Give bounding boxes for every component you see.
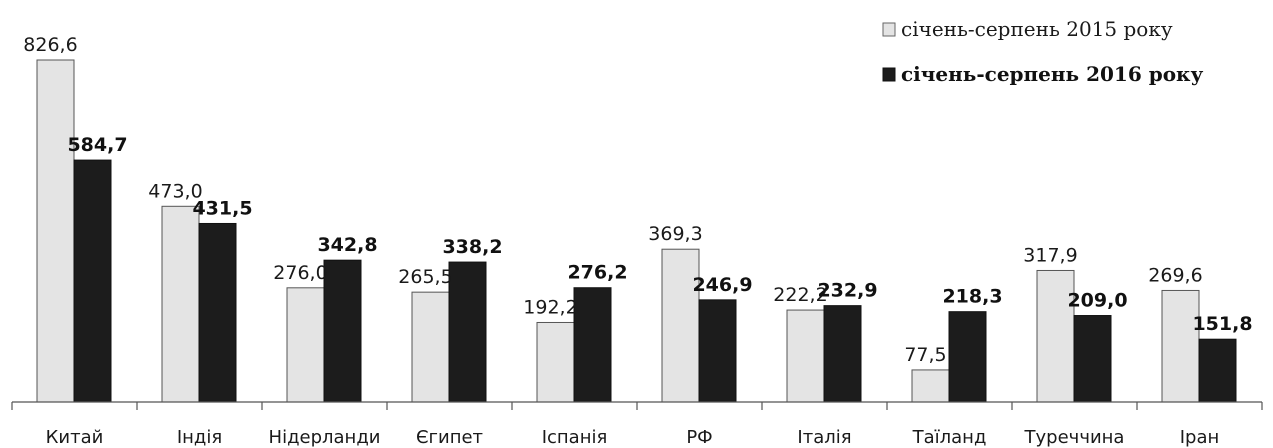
value-label-2016: 232,9 [817, 280, 877, 302]
value-label-2015: 317,9 [1023, 244, 1077, 266]
value-label-2015: 826,6 [23, 34, 77, 56]
value-label-2015: 276,0 [273, 262, 327, 284]
category-label: Індія [177, 427, 222, 448]
value-label-2016: 209,0 [1067, 290, 1127, 312]
value-label-2015: 77,5 [904, 344, 946, 366]
bar-2016 [823, 305, 862, 403]
category-label: Іспанія [542, 427, 608, 448]
category-label: Нідерланди [269, 427, 381, 448]
legend-label-2016: січень-серпень 2016 року [901, 62, 1203, 86]
bar-2016 [448, 261, 487, 403]
value-label-2016: 338,2 [442, 236, 502, 258]
value-label-2016: 342,8 [317, 234, 377, 256]
value-label-2016: 584,7 [67, 134, 127, 156]
category-label: Італія [797, 427, 851, 448]
category-label: Єгипет [416, 427, 483, 448]
category-label: Туреччина [1024, 427, 1125, 448]
legend-swatch-2016 [882, 67, 896, 82]
bar-2016 [1198, 338, 1237, 403]
category-label: РФ [686, 427, 712, 448]
x-axis [11, 401, 1263, 410]
bar-2015 [286, 287, 325, 403]
bar-2016 [573, 287, 612, 403]
bar-2015 [661, 248, 700, 403]
value-label-2015: 222,2 [773, 284, 827, 306]
legend-swatch-2015 [882, 22, 896, 37]
category-label: Іран [1180, 427, 1220, 448]
value-label-2015: 369,3 [648, 223, 702, 245]
bar-2015 [1036, 269, 1075, 403]
value-label-2015: 473,0 [148, 180, 202, 202]
bar-2015 [1161, 289, 1200, 403]
category-labels-group: Китай Індія Нідерланди Єгипет Іспанія РФ Італі… [46, 427, 1220, 448]
value-label-2016: 218,3 [942, 286, 1002, 308]
bar-2015 [536, 321, 575, 403]
value-label-2016: 276,2 [567, 262, 627, 284]
bar-2016 [1073, 315, 1112, 403]
value-label-2015: 192,2 [523, 296, 577, 318]
bar-2016 [323, 259, 362, 403]
category-label: Таїланд [912, 427, 987, 448]
bar-2016 [198, 222, 237, 403]
value-label-2016: 431,5 [192, 197, 252, 219]
bar-2016 [948, 311, 987, 403]
bar-2015 [911, 369, 950, 403]
value-label-2016: 246,9 [692, 274, 752, 296]
legend-label-2015: січень-серпень 2015 року [901, 17, 1173, 41]
bar-2016 [73, 159, 112, 403]
value-label-2015: 265,5 [398, 266, 452, 288]
bar-2015 [36, 59, 75, 403]
category-label: Китай [46, 427, 104, 448]
value-label-2016: 151,8 [1192, 313, 1252, 335]
legend: січень-серпень 2015 року січень-серпень … [882, 17, 1203, 86]
bar-2016 [698, 299, 737, 403]
value-label-2015: 269,6 [1148, 264, 1202, 286]
bars-group [36, 59, 1237, 403]
bar-2015 [786, 309, 825, 403]
bar-2015 [411, 291, 450, 403]
bar-2015 [161, 205, 200, 403]
